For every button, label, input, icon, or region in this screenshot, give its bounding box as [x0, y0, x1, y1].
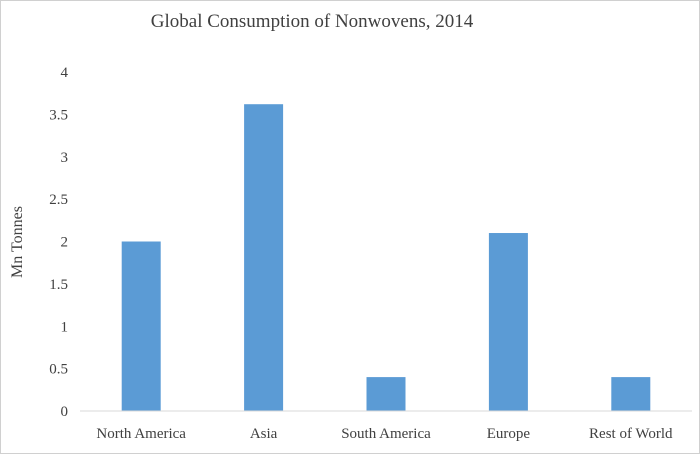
y-axis-label: Mn Tonnes [9, 206, 26, 278]
y-tick-label: 4 [61, 65, 69, 81]
x-category-label: Europe [487, 426, 531, 442]
bar-rest-of-world [611, 377, 651, 411]
x-category-label: Asia [250, 426, 278, 442]
y-tick-label: 0.5 [49, 362, 68, 378]
y-tick-label: 3.5 [49, 107, 68, 123]
x-axis-categories: North America Asia South America Europe Rest… [96, 426, 673, 442]
bar-asia [244, 104, 284, 411]
y-tick-label: 1.5 [49, 277, 68, 293]
bar-north-america [121, 241, 161, 411]
y-tick-label: 1 [61, 319, 69, 335]
x-category-label: South America [341, 426, 431, 442]
y-tick-label: 2 [61, 235, 69, 251]
x-category-label: Rest of World [589, 426, 673, 442]
y-tick-label: 3 [61, 150, 69, 166]
x-category-label: North America [96, 426, 186, 442]
y-axis-ticks: 0 0.5 1 1.5 2 2.5 3 3.5 4 [49, 65, 68, 420]
chart-title: Global Consumption of Nonwovens, 2014 [151, 11, 474, 32]
bars [121, 104, 651, 411]
y-tick-label: 0 [61, 404, 69, 420]
bar-south-america [366, 377, 406, 411]
y-tick-label: 2.5 [49, 192, 68, 208]
bar-europe [488, 233, 528, 411]
